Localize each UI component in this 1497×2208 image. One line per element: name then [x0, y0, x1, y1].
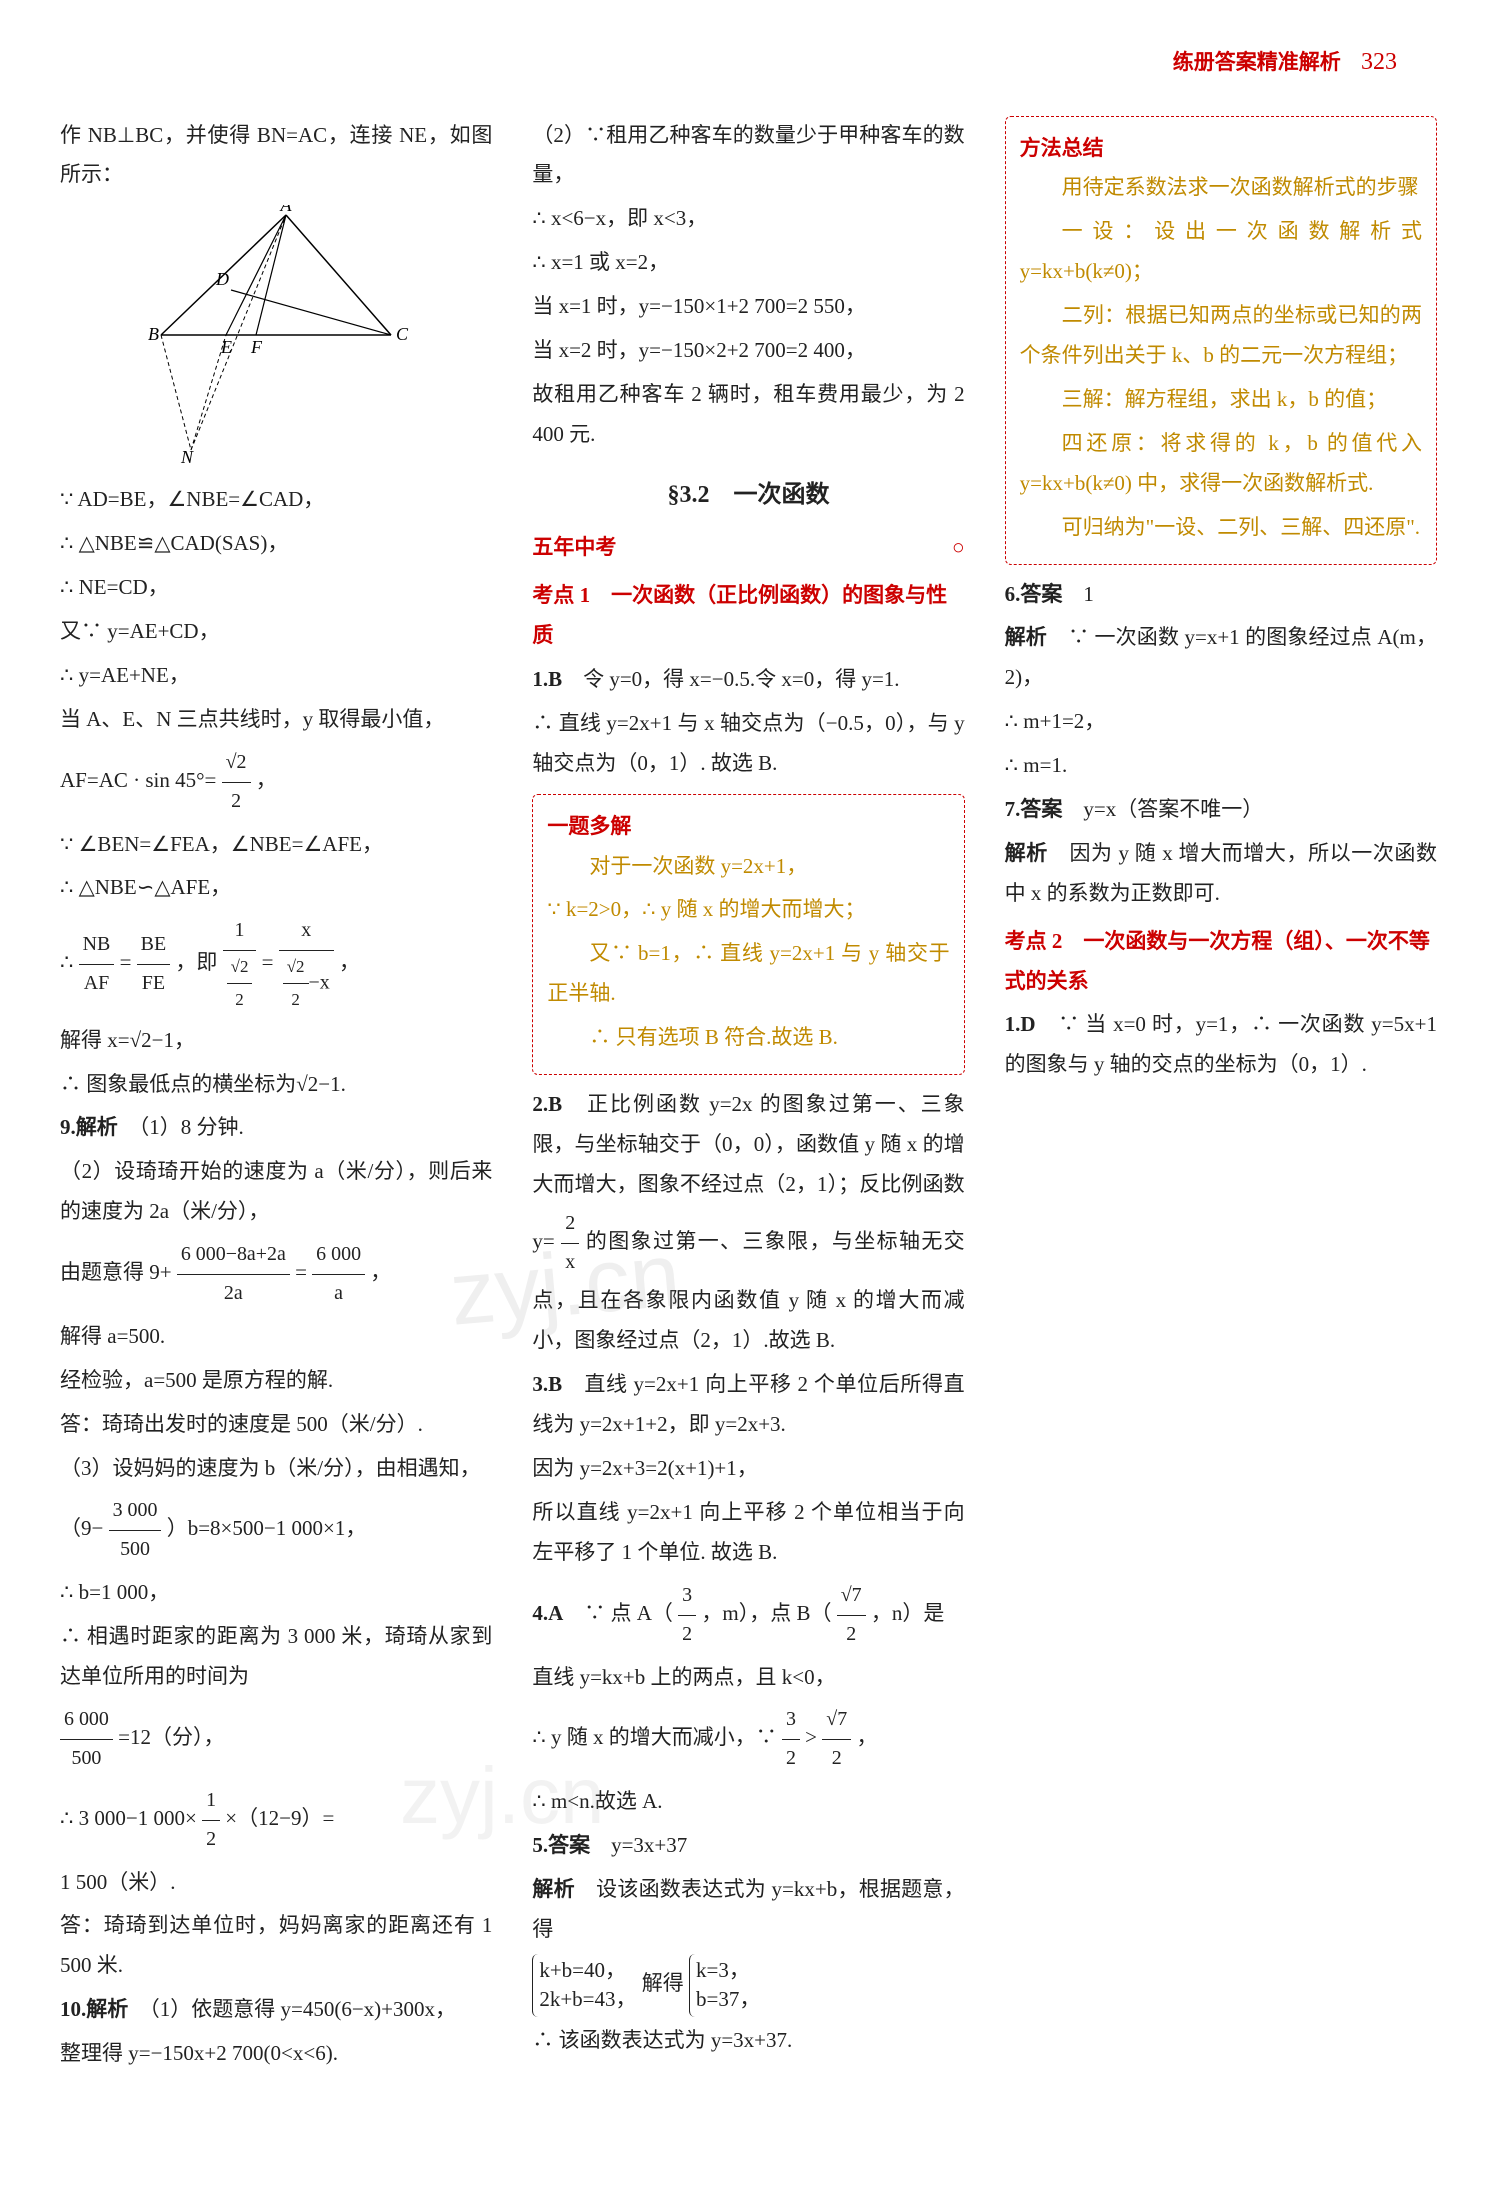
svg-text:F: F: [250, 337, 263, 357]
q6b: ∴ m+1=2，: [1005, 702, 1437, 742]
q5c: ∴ 该函数表达式为 y=3x+37.: [532, 2021, 964, 2061]
c1-p1: 作 NB⊥BC，并使得 BN=AC，连接 NE，如图所示：: [60, 116, 492, 196]
c1-p2: ∵ AD=BE，∠NBE=∠CAD，: [60, 480, 492, 520]
q7-jx: 解析 因为 y 随 x 增大而增大，所以一次函数中 x 的系数为正数即可.: [1005, 834, 1437, 914]
q10-1b: 整理得 y=−150x+2 700(0<x<6).: [60, 2034, 492, 2074]
c1-p12: 解得 x=√2−1，: [60, 1021, 492, 1061]
q9: 9.解析 （1）8 分钟.: [60, 1108, 492, 1148]
q10-2d: 当 x=1 时，y=−150×1+2 700=2 550，: [532, 287, 964, 327]
q9-2b: 由题意得 9+ 6 000−8a+2a2a = 6 000a ，: [60, 1236, 492, 1313]
q9-3f: ∴ 3 000−1 000× 12 ×（12−9）=: [60, 1782, 492, 1859]
q1b: ∴ 直线 y=2x+1 与 x 轴交点为（−0.5，0），与 y 轴交点为（0，…: [532, 704, 964, 784]
header-title: 练册答案精准解析: [1173, 50, 1341, 74]
q5-jx: 解析 设该函数表达式为 y=kx+b，根据题意，得: [532, 1870, 964, 1950]
q9-2d: 经检验，a=500 是原方程的解.: [60, 1361, 492, 1401]
q7: 7.答案 y=x（答案不唯一）: [1005, 790, 1437, 830]
q9-3b: （9− 3 000500 ）b=8×500−1 000×1，: [60, 1492, 492, 1569]
q4c: ∴ y 随 x 的增大而减小，∵ 32 > √72 ，: [532, 1701, 964, 1778]
q4d: ∴ m<n.故选 A.: [532, 1782, 964, 1822]
svg-text:A: A: [280, 205, 293, 215]
q6c: ∴ m=1.: [1005, 746, 1437, 786]
q2: 2.B 正比例函数 y=2x 的图象过第一、三象限，与坐标轴交于（0，0），函数…: [532, 1085, 964, 1361]
q3: 3.B 直线 y=2x+1 向上平移 2 个单位后所得直线为 y=2x+1+2，…: [532, 1365, 964, 1445]
q10: 10.解析 （1）依题意得 y=450(6−x)+300x，: [60, 1990, 492, 2030]
svg-text:N: N: [180, 447, 194, 465]
svg-text:B: B: [148, 324, 159, 344]
content-columns: 作 NB⊥BC，并使得 BN=AC，连接 NE，如图所示： A D B E F …: [60, 116, 1437, 2136]
q4: 4.A ∵ 点 A（ 32 ，m），点 B（ √72 ，n）是: [532, 1577, 964, 1654]
q6: 6.答案 1: [1005, 575, 1437, 615]
q10-2: （2）∵租用乙种客车的数量少于甲种客车的数量，: [532, 116, 964, 196]
wunian-label: 五年中考 ○: [532, 528, 964, 568]
c1-p8: AF=AC · sin 45°= √22 ，: [60, 744, 492, 821]
q6-jx: 解析 ∵ 一次函数 y=x+1 的图象经过点 A(m，2)，: [1005, 618, 1437, 698]
q9-3c: ∴ b=1 000，: [60, 1573, 492, 1613]
c1-p13: ∴ 图象最低点的横坐标为√2−1.: [60, 1065, 492, 1105]
q5: 5.答案 y=3x+37: [532, 1826, 964, 1866]
c1-p3: ∴ △NBE≌△CAD(SAS)，: [60, 524, 492, 564]
q9-2c: 解得 a=500.: [60, 1317, 492, 1357]
section-title: §3.2 一次函数: [532, 473, 964, 519]
c1-p6: ∴ y=AE+NE，: [60, 656, 492, 696]
kaodian-1: 考点 1 一次函数（正比例函数）的图象与性质: [532, 576, 964, 656]
q1: 1.B 令 y=0，得 x=−0.5.令 x=0，得 y=1.: [532, 660, 964, 700]
c1-p7: 当 A、E、N 三点共线时，y 取得最小值，: [60, 700, 492, 740]
c1-p11: ∴ NBAF = BEFE ，即 1√22 = x√22−x ，: [60, 912, 492, 1016]
q1d: 1.D ∵ 当 x=0 时，y=1，∴ 一次函数 y=5x+1 的图象与 y 轴…: [1005, 1005, 1437, 1085]
q10-2f: 故租用乙种客车 2 辆时，租车费用最少，为 2 400 元.: [532, 375, 964, 455]
kaodian-2: 考点 2 一次函数与一次方程（组）、一次不等式的关系: [1005, 922, 1437, 1002]
svg-text:E: E: [220, 337, 232, 357]
c1-p5: 又∵ y=AE+CD，: [60, 612, 492, 652]
q4b: 直线 y=kx+b 上的两点，且 k<0，: [532, 1658, 964, 1698]
q10-2c: ∴ x=1 或 x=2，: [532, 243, 964, 283]
c1-p4: ∴ NE=CD，: [60, 568, 492, 608]
c1-p10: ∴ △NBE∽△AFE，: [60, 868, 492, 908]
fangfa-box: 方法总结 用待定系数法求一次函数解析式的步骤 一设：设出一次函数解析式 y=kx…: [1005, 116, 1437, 565]
q9-2e: 答：琦琦出发时的速度是 500（米/分）.: [60, 1405, 492, 1445]
svg-text:C: C: [396, 324, 409, 344]
c1-p9: ∵ ∠BEN=∠FEA，∠NBE=∠AFE，: [60, 825, 492, 865]
q5-sys: k+b=40，2k+b=43， 解得 k=3，b=37，: [532, 1954, 964, 2017]
geometry-diagram: A D B E F C N: [136, 205, 416, 465]
q9-3e: 6 000500 =12（分），: [60, 1701, 492, 1778]
c2-p2: 答：琦琦到达单位时，妈妈离家的距离还有 1 500 米.: [60, 1906, 492, 1986]
c2-p1: 1 500（米）.: [60, 1863, 492, 1903]
page-header: 练册答案精准解析 323: [60, 40, 1437, 86]
q10-2b: ∴ x<6−x，即 x<3，: [532, 199, 964, 239]
svg-text:D: D: [215, 269, 229, 289]
c3-p2: 所以直线 y=2x+1 向上平移 2 个单位相当于向左平移了 1 个单位. 故选…: [532, 1493, 964, 1573]
q9-2: （2）设琦琦开始的速度为 a（米/分），则后来的速度为 2a（米/分），: [60, 1152, 492, 1232]
c3-p1: 因为 y=2x+3=2(x+1)+1，: [532, 1449, 964, 1489]
q9-3d: ∴ 相遇时距家的距离为 3 000 米，琦琦从家到达单位所用的时间为: [60, 1617, 492, 1697]
q9-3: （3）设妈妈的速度为 b（米/分），由相遇知，: [60, 1449, 492, 1489]
page-number: 323: [1361, 49, 1397, 75]
yitiduojie-box: 一题多解 对于一次函数 y=2x+1， ∵ k=2>0，∴ y 随 x 的增大而…: [532, 794, 964, 1075]
q10-2e: 当 x=2 时，y=−150×2+2 700=2 400，: [532, 331, 964, 371]
